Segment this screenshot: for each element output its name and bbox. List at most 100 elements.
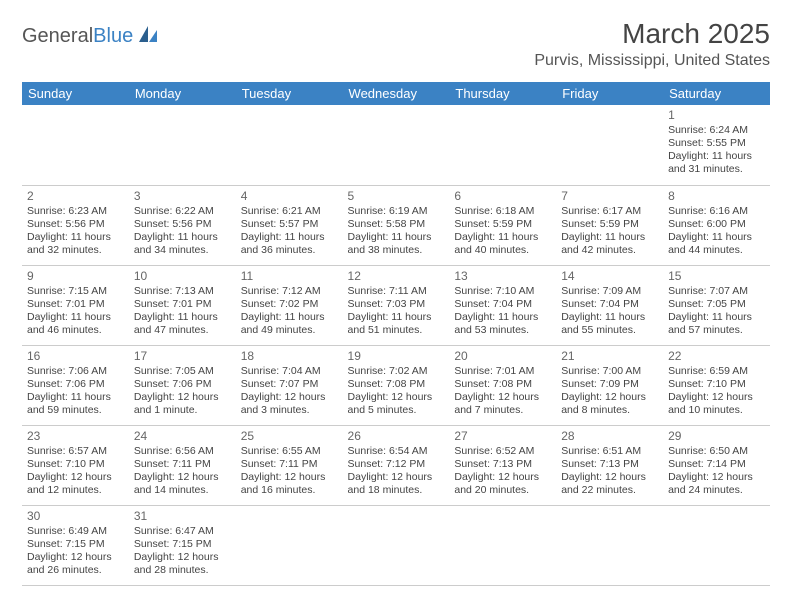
cell-line: Sunset: 5:59 PM [561,218,658,231]
calendar-cell: 7Sunrise: 6:17 AMSunset: 5:59 PMDaylight… [556,185,663,265]
day-number: 7 [561,189,658,204]
cell-line: and 8 minutes. [561,404,658,417]
cell-line: Sunset: 7:04 PM [561,298,658,311]
cell-line: and 22 minutes. [561,484,658,497]
day-header: Tuesday [236,82,343,105]
calendar-cell-empty [556,505,663,585]
calendar-cell: 13Sunrise: 7:10 AMSunset: 7:04 PMDayligh… [449,265,556,345]
cell-line: Sunrise: 7:01 AM [454,365,551,378]
logo-text: GeneralBlue [22,25,133,48]
cell-line: Sunrise: 6:52 AM [454,445,551,458]
cell-line: Daylight: 11 hours [668,231,765,244]
calendar-cell-empty [236,505,343,585]
calendar-cell: 28Sunrise: 6:51 AMSunset: 7:13 PMDayligh… [556,425,663,505]
cell-line: Sunset: 7:12 PM [348,458,445,471]
cell-line: Daylight: 11 hours [348,311,445,324]
cell-line: and 24 minutes. [668,484,765,497]
cell-line: Daylight: 11 hours [134,231,231,244]
cell-line: Daylight: 12 hours [241,391,338,404]
cell-line: and 53 minutes. [454,324,551,337]
day-number: 1 [668,108,765,123]
cell-line: Daylight: 11 hours [454,231,551,244]
cell-line: Daylight: 12 hours [27,471,124,484]
calendar-cell: 29Sunrise: 6:50 AMSunset: 7:14 PMDayligh… [663,425,770,505]
cell-line: Sunrise: 6:54 AM [348,445,445,458]
cell-line: Sunset: 7:13 PM [561,458,658,471]
cell-line: Sunset: 7:09 PM [561,378,658,391]
cell-line: Sunrise: 7:09 AM [561,285,658,298]
day-number: 26 [348,429,445,444]
cell-line: and 49 minutes. [241,324,338,337]
day-number: 10 [134,269,231,284]
cell-line: and 1 minute. [134,404,231,417]
cell-line: Sunset: 7:11 PM [134,458,231,471]
calendar-cell-empty [449,505,556,585]
location: Purvis, Mississippi, United States [534,52,770,70]
calendar-cell: 24Sunrise: 6:56 AMSunset: 7:11 PMDayligh… [129,425,236,505]
calendar-cell: 16Sunrise: 7:06 AMSunset: 7:06 PMDayligh… [22,345,129,425]
cell-line: Sunset: 7:06 PM [27,378,124,391]
cell-line: Sunrise: 6:24 AM [668,124,765,137]
day-number: 27 [454,429,551,444]
cell-line: Sunrise: 7:10 AM [454,285,551,298]
cell-line: Daylight: 11 hours [348,231,445,244]
day-number: 30 [27,509,124,524]
day-number: 23 [27,429,124,444]
cell-line: Sunrise: 7:04 AM [241,365,338,378]
calendar-cell-empty [236,105,343,185]
cell-line: Daylight: 12 hours [348,391,445,404]
cell-line: Sunset: 7:01 PM [134,298,231,311]
cell-line: and 34 minutes. [134,244,231,257]
cell-line: Daylight: 12 hours [454,391,551,404]
day-number: 16 [27,349,124,364]
calendar-row: 23Sunrise: 6:57 AMSunset: 7:10 PMDayligh… [22,425,770,505]
cell-line: Sunset: 7:10 PM [668,378,765,391]
calendar-cell: 8Sunrise: 6:16 AMSunset: 6:00 PMDaylight… [663,185,770,265]
cell-line: Daylight: 12 hours [134,391,231,404]
title-block: March 2025 Purvis, Mississippi, United S… [534,18,770,70]
calendar-cell: 21Sunrise: 7:00 AMSunset: 7:09 PMDayligh… [556,345,663,425]
calendar-cell: 9Sunrise: 7:15 AMSunset: 7:01 PMDaylight… [22,265,129,345]
cell-line: Sunset: 7:15 PM [27,538,124,551]
cell-line: Sunset: 5:56 PM [27,218,124,231]
cell-line: Daylight: 12 hours [454,471,551,484]
day-number: 4 [241,189,338,204]
calendar-cell: 2Sunrise: 6:23 AMSunset: 5:56 PMDaylight… [22,185,129,265]
calendar-row: 9Sunrise: 7:15 AM Sunset: 7:01 PM Daylight… [22,265,770,345]
cell-line: Sunrise: 7:06 AM [27,365,124,378]
cell-line: Sunrise: 7:02 AM [348,365,445,378]
calendar-cell-empty [343,105,450,185]
cell-line: and 55 minutes. [561,324,658,337]
cell-line: Sunrise: 7:07 AM [668,285,765,298]
cell-line: Sunset: 7:08 PM [454,378,551,391]
cell-line: and 16 minutes. [241,484,338,497]
day-number: 3 [134,189,231,204]
day-number: 9 [27,269,124,284]
calendar-cell: 19Sunrise: 7:02 AMSunset: 7:08 PMDayligh… [343,345,450,425]
month-title: March 2025 [534,18,770,50]
calendar-cell: 26Sunrise: 6:54 AMSunset: 7:12 PMDayligh… [343,425,450,505]
day-header: Thursday [449,82,556,105]
calendar-cell: 1Sunrise: 6:24 AMSunset: 5:55 PMDaylight… [663,105,770,185]
sail-icon [137,24,159,49]
calendar-cell: 22Sunrise: 6:59 AMSunset: 7:10 PMDayligh… [663,345,770,425]
logo-text-blue: Blue [93,25,133,47]
cell-line: Daylight: 11 hours [241,311,338,324]
cell-line: and 47 minutes. [134,324,231,337]
calendar-cell: 20Sunrise: 7:01 AMSunset: 7:08 PMDayligh… [449,345,556,425]
cell-line: and 5 minutes. [348,404,445,417]
cell-line: and 46 minutes. [27,324,124,337]
day-number: 24 [134,429,231,444]
day-number: 15 [668,269,765,284]
day-number: 13 [454,269,551,284]
calendar-cell: 14Sunrise: 7:09 AMSunset: 7:04 PMDayligh… [556,265,663,345]
calendar-cell-empty [129,105,236,185]
calendar-row: 16Sunrise: 7:06 AMSunset: 7:06 PM Dayligh… [22,345,770,425]
cell-line: Daylight: 11 hours [668,150,765,163]
cell-line: and 40 minutes. [454,244,551,257]
cell-line: Sunset: 7:11 PM [241,458,338,471]
cell-line: Sunrise: 7:15 AM [27,285,124,298]
cell-line: Sunrise: 6:21 AM [241,205,338,218]
cell-line: Sunset: 7:08 PM [348,378,445,391]
cell-line: Daylight: 12 hours [668,471,765,484]
